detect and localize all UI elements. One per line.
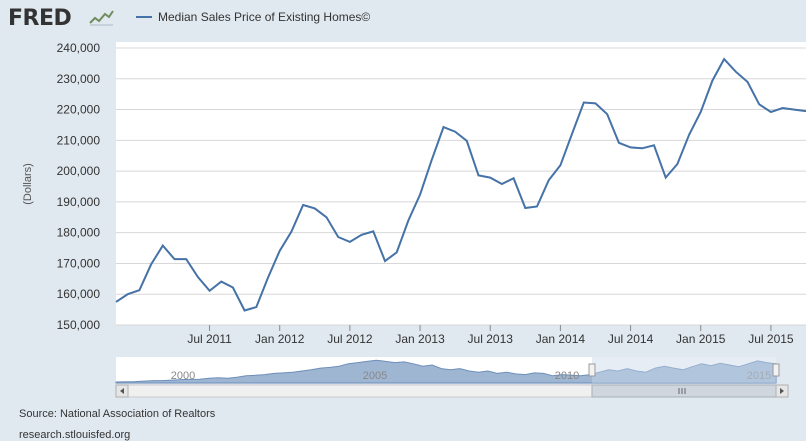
fred-logo: FRED [8, 6, 72, 31]
y-tick-label: 220,000 [57, 103, 101, 117]
navigator-years: 2000 2005 2010 2015 [171, 370, 771, 382]
scroll-left-icon [120, 388, 124, 394]
navigator-year-label: 2005 [363, 370, 387, 382]
navigator-year-label: 2015 [747, 370, 771, 382]
legend-series-label: Median Sales Price of Existing Homes© [158, 10, 371, 24]
x-tick-label: Jul 2011 [187, 332, 232, 346]
y-tick-label: 230,000 [57, 72, 101, 86]
x-axis-ticks: Jul 2011 Jan 2012 Jul 2012 Jan 2013 Jul 2013… [187, 325, 794, 346]
x-tick-label: Jul 2014 [608, 332, 654, 346]
scrollbar-thumb[interactable] [591, 384, 777, 398]
navigator-series [115, 359, 777, 384]
scrollbar[interactable] [115, 384, 789, 398]
x-tick-label: Jul 2012 [327, 332, 373, 346]
x-tick-label: Jan 2013 [395, 332, 445, 346]
navigator-handle-left[interactable] [588, 363, 596, 377]
y-tick-label: 240,000 [57, 41, 101, 55]
source-note: Source: National Association of Realtors [19, 408, 216, 420]
x-tick-label: Jan 2015 [676, 332, 726, 346]
series-line[interactable] [115, 57, 806, 312]
plot-area [116, 42, 806, 325]
scroll-right-icon [780, 388, 784, 394]
trend-line-icon [88, 9, 114, 27]
y-axis-ticks: 150,000 160,000 170,000 180,000 190,000 200,0… [57, 41, 101, 332]
x-tick-label: Jul 2013 [468, 332, 514, 346]
y-tick-label: 180,000 [57, 226, 101, 240]
x-tick-label: Jul 2015 [748, 332, 794, 346]
navigator-year-label: 2000 [171, 370, 195, 382]
navigator-year-label: 2010 [555, 370, 579, 382]
grid-lines [116, 47, 806, 326]
y-axis-label: (Dollars) [22, 163, 34, 205]
y-tick-label: 210,000 [57, 133, 101, 147]
y-tick-label: 170,000 [57, 256, 101, 270]
y-tick-label: 160,000 [57, 287, 101, 301]
navigator[interactable]: 2000 2005 2010 2015 [115, 357, 780, 384]
y-tick-label: 150,000 [57, 318, 101, 332]
chart-legend[interactable]: Median Sales Price of Existing Homes© [136, 8, 370, 26]
navigator-handle-right[interactable] [772, 363, 780, 377]
legend-swatch [136, 16, 152, 18]
x-tick-label: Jan 2012 [255, 332, 305, 346]
scrollbar-grip-icon [678, 388, 686, 394]
x-tick-label: Jan 2014 [536, 332, 586, 346]
navigator-selected-range[interactable] [592, 357, 776, 383]
y-tick-label: 200,000 [57, 164, 101, 178]
y-tick-label: 190,000 [57, 195, 101, 209]
site-url[interactable]: research.stlouisfed.org [19, 429, 131, 441]
